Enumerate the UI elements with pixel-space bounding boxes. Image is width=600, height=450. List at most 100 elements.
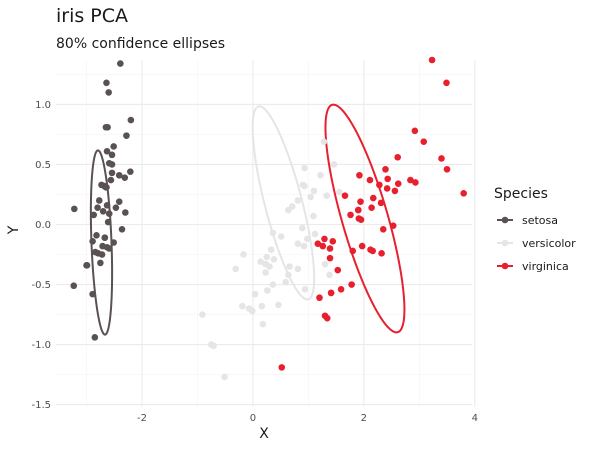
legend-key-point xyxy=(501,262,509,270)
point-versicolor xyxy=(299,181,307,189)
point-setosa xyxy=(97,259,104,267)
y-tick-label: 0.5 xyxy=(35,160,51,171)
point-setosa xyxy=(70,282,78,290)
point-virginica xyxy=(356,171,363,179)
point-versicolor xyxy=(267,246,275,254)
y-tick-label: 1.0 xyxy=(35,100,51,111)
legend-label: setosa xyxy=(522,214,558,227)
point-virginica xyxy=(428,56,436,64)
point-virginica xyxy=(319,242,327,250)
point-setosa xyxy=(95,197,103,204)
point-virginica xyxy=(382,165,389,173)
legend-label: virginica xyxy=(522,260,569,273)
point-virginica xyxy=(420,138,428,145)
point-virginica xyxy=(443,165,451,173)
point-setosa xyxy=(89,290,96,298)
point-virginica xyxy=(378,250,385,257)
point-setosa xyxy=(112,204,120,211)
point-versicolor xyxy=(259,320,267,328)
point-versicolor xyxy=(298,224,306,232)
point-versicolor xyxy=(240,251,247,258)
point-virginica xyxy=(366,176,374,184)
point-versicolor xyxy=(285,206,292,214)
point-virginica xyxy=(369,194,377,202)
point-virginica xyxy=(347,211,354,219)
point-setosa xyxy=(121,174,129,181)
point-setosa xyxy=(105,210,113,217)
point-setosa xyxy=(102,123,110,131)
point-versicolor xyxy=(266,263,273,270)
point-virginica xyxy=(349,247,357,255)
point-virginica xyxy=(369,247,377,255)
point-versicolor xyxy=(257,258,264,266)
point-virginica xyxy=(412,179,419,186)
point-virginica xyxy=(355,215,363,222)
point-virginica xyxy=(341,192,349,199)
grid-minor xyxy=(56,60,472,407)
y-tick-label: -1.5 xyxy=(31,400,51,411)
point-setosa xyxy=(98,251,106,258)
point-setosa xyxy=(71,205,78,213)
point-versicolor xyxy=(303,235,311,243)
legend-item-virginica: virginica xyxy=(497,260,569,273)
point-virginica xyxy=(337,286,345,293)
point-virginica xyxy=(329,238,337,245)
point-versicolor xyxy=(320,138,328,145)
legend-title: Species xyxy=(494,186,548,202)
point-setosa xyxy=(107,176,115,184)
point-setosa xyxy=(103,147,111,155)
point-setosa xyxy=(83,262,90,269)
point-setosa xyxy=(127,168,134,175)
point-setosa xyxy=(127,116,135,124)
point-setosa xyxy=(123,132,130,139)
point-setosa xyxy=(92,248,99,256)
point-setosa xyxy=(90,211,98,219)
point-versicolor xyxy=(336,188,343,196)
point-setosa xyxy=(94,204,101,211)
point-virginica xyxy=(383,185,391,192)
point-setosa xyxy=(101,234,109,242)
point-versicolor xyxy=(286,263,293,270)
point-versicolor xyxy=(307,193,314,201)
point-virginica xyxy=(357,198,364,205)
point-setosa xyxy=(122,209,129,216)
chart-subtitle: 80% confidence ellipses xyxy=(56,36,225,52)
point-virginica xyxy=(327,289,335,297)
point-setosa xyxy=(117,60,124,67)
x-tick-label: 2 xyxy=(361,413,367,424)
point-virginica xyxy=(379,225,387,233)
point-setosa xyxy=(115,198,123,205)
point-virginica xyxy=(326,254,334,262)
legend-key-point xyxy=(501,239,509,247)
legend-item-setosa: setosa xyxy=(497,214,558,227)
point-virginica xyxy=(377,199,385,207)
confidence-ellipses xyxy=(89,103,406,336)
point-virginica xyxy=(384,175,391,183)
point-virginica xyxy=(354,206,362,214)
point-virginica xyxy=(316,294,323,302)
point-versicolor xyxy=(323,192,330,199)
point-virginica xyxy=(407,176,414,184)
ellipse-setosa xyxy=(89,149,114,336)
point-versicolor xyxy=(285,271,292,279)
point-virginica xyxy=(321,235,328,243)
legend-label: versicolor xyxy=(522,237,576,250)
point-virginica xyxy=(326,245,334,252)
point-versicolor xyxy=(330,161,338,168)
ellipse-versicolor xyxy=(251,105,316,301)
point-versicolor xyxy=(301,286,309,293)
point-versicolor xyxy=(245,305,253,312)
point-setosa xyxy=(110,143,117,150)
point-virginica xyxy=(389,222,397,229)
point-virginica xyxy=(368,204,375,211)
point-versicolor xyxy=(232,265,240,273)
chart-title: iris PCA xyxy=(56,5,128,27)
point-setosa xyxy=(115,171,123,179)
point-versicolor xyxy=(301,164,308,172)
point-virginica xyxy=(438,155,445,162)
ellipse-virginica xyxy=(324,103,406,334)
x-axis-title: X xyxy=(259,426,269,442)
point-setosa xyxy=(103,79,110,87)
point-setosa xyxy=(108,151,116,159)
legend-items: setosa versicolor virginica xyxy=(497,214,576,273)
